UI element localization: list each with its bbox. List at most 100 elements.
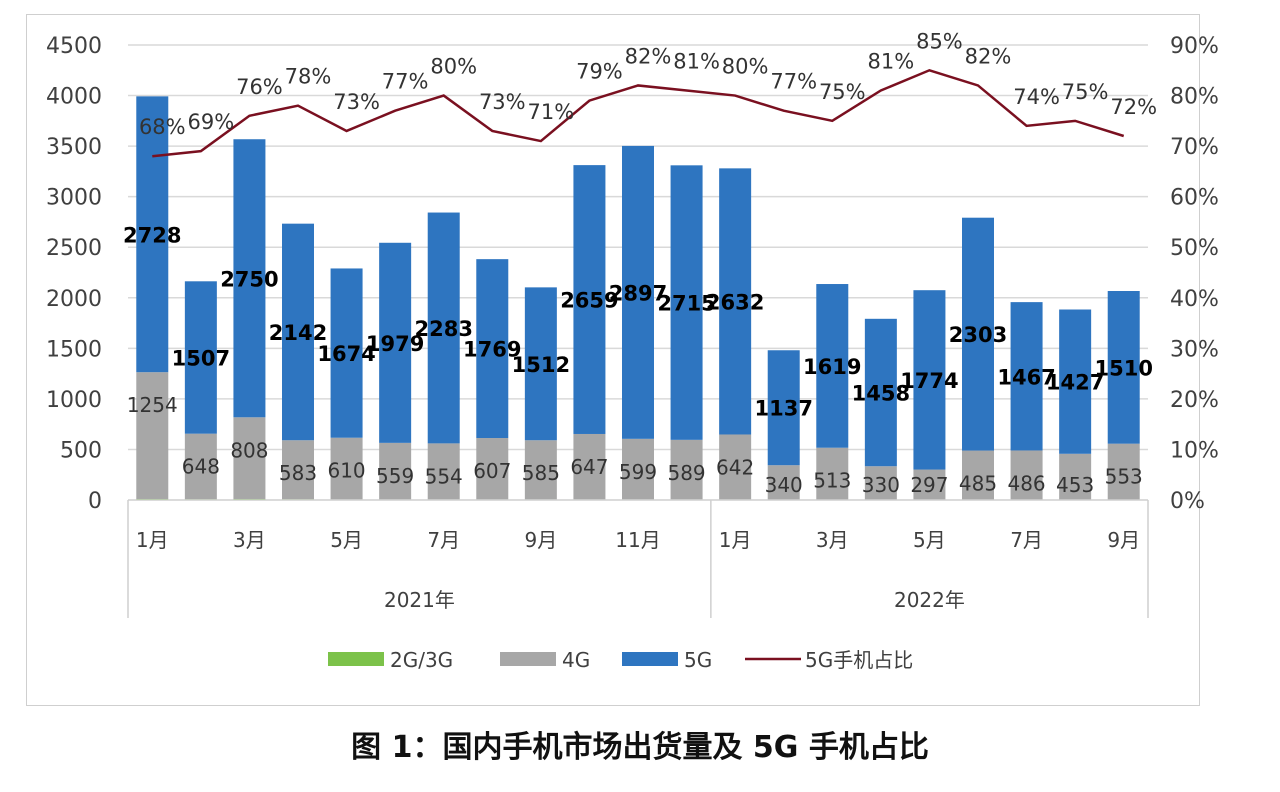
label-5g: 1427: [1046, 371, 1104, 395]
label-5g: 1137: [754, 397, 812, 421]
bar-5g: [379, 242, 412, 443]
bar-5g: [864, 318, 897, 467]
label-4g: 486: [1007, 471, 1045, 495]
right-axis-tick: 60%: [1170, 186, 1219, 211]
label-share: 85%: [916, 29, 963, 53]
bar-5g: [962, 217, 994, 451]
left-axis-tick: 3000: [46, 186, 102, 211]
label-share: 77%: [382, 70, 429, 94]
x-axis-tick: 11月: [615, 528, 660, 552]
bar-4g: [1107, 443, 1140, 500]
right-axis-tick: 50%: [1170, 236, 1219, 261]
bar-5g: [670, 165, 703, 440]
label-4g: 559: [376, 464, 414, 488]
label-share: 73%: [479, 90, 526, 114]
label-share: 80%: [722, 55, 769, 79]
label-4g: 513: [813, 469, 851, 493]
bar-labels: 1254 2728 648 1507 808 2750 583 2142 610 1674 559 1…: [123, 223, 1153, 497]
label-5g: 1458: [852, 382, 910, 406]
label-4g: 585: [522, 461, 560, 485]
legend-swatch-5g: [622, 652, 678, 666]
label-4g: 1254: [127, 393, 178, 417]
label-share: 76%: [236, 75, 283, 99]
left-axis-tick: 4500: [46, 34, 102, 59]
label-4g: 642: [716, 455, 754, 479]
bar-5g: [719, 168, 752, 435]
bar-4g: [524, 440, 557, 500]
label-share: 72%: [1110, 95, 1157, 119]
bar-5g: [233, 139, 266, 418]
right-axis-tick: 40%: [1170, 287, 1219, 312]
bar-4g: [184, 433, 217, 500]
bar-4g: [476, 438, 509, 500]
bar-4g: [379, 442, 412, 500]
bar-4g: [427, 443, 460, 500]
bar-4g: [670, 439, 703, 500]
bars: [136, 96, 1140, 500]
label-share: 69%: [188, 110, 235, 134]
bar-4g: [719, 434, 752, 500]
left-axis-tick: 1000: [46, 388, 102, 413]
label-share: 74%: [1013, 85, 1060, 109]
bar-4g: [1059, 453, 1092, 500]
label-4g: 610: [327, 459, 365, 483]
year-group-label: 2022年: [894, 588, 965, 612]
label-4g: 599: [619, 460, 657, 484]
label-5g: 1510: [1094, 356, 1152, 380]
label-5g: 1674: [317, 342, 375, 366]
x-axis-tick: 1月: [136, 528, 169, 552]
share-polyline: [152, 68, 1125, 158]
right-axis-tick: 0%: [1170, 489, 1205, 514]
left-axis: 0 500 1000 1500 2000 2500 3000 3500 4000 4500: [46, 34, 102, 514]
x-axis-tick: 1月: [719, 528, 752, 552]
bar-4g: [816, 447, 849, 500]
bar-4g: [282, 440, 314, 500]
right-axis-tick: 20%: [1170, 388, 1219, 413]
label-share: 81%: [868, 50, 915, 74]
label-5g: 1507: [172, 346, 230, 370]
x-axis-tick: 7月: [427, 528, 460, 552]
bar-5g: [1010, 302, 1043, 451]
bar-5g: [330, 268, 363, 438]
bar-4g: [573, 433, 606, 500]
left-axis-tick: 1500: [46, 337, 102, 362]
label-5g: 1979: [366, 332, 424, 356]
left-axis-tick: 2500: [46, 236, 102, 261]
chart-frame: [26, 14, 1200, 706]
bar-5g: [816, 284, 849, 448]
right-axis-tick: 70%: [1170, 135, 1219, 160]
year-group-label: 2021年: [384, 588, 455, 612]
left-axis-tick: 500: [60, 438, 102, 463]
label-4g: 340: [765, 473, 803, 497]
bar-5g: [184, 281, 217, 434]
x-axis-tick: 9月: [1107, 528, 1140, 552]
x-axis-tick: 5月: [330, 528, 363, 552]
x-axis-tick: 3月: [233, 528, 266, 552]
legend-label: 5G: [684, 648, 712, 672]
x-axis-tick: 3月: [816, 528, 849, 552]
label-5g: 2632: [706, 290, 764, 314]
legend-label: 5G手机占比: [805, 648, 913, 672]
label-5g: 1774: [900, 369, 958, 393]
bar-5g: [524, 287, 557, 441]
label-5g: 1619: [803, 355, 861, 379]
x-axis-tick: 5月: [913, 528, 946, 552]
legend-swatch-2g3g: [328, 652, 384, 666]
x-axis: 1月 3月 5月 7月 9月 11月 1月 3月 5月 7月 9月 2021年 2022年: [127, 499, 1149, 618]
figure-caption: 图 1：国内手机市场出货量及 5G 手机占比: [351, 730, 929, 765]
label-4g: 589: [667, 461, 705, 485]
bar-4g: [136, 372, 169, 499]
label-4g: 297: [910, 473, 948, 497]
label-4g: 808: [230, 438, 268, 462]
label-share: 80%: [430, 55, 477, 79]
label-share: 73%: [333, 90, 380, 114]
bar-5g: [136, 96, 169, 373]
right-axis-tick: 90%: [1170, 34, 1219, 59]
label-5g: 1769: [463, 338, 521, 362]
label-share: 82%: [965, 44, 1012, 68]
bar-5g: [573, 165, 606, 434]
bar-4g: [233, 417, 266, 499]
share-line: 68% 69%76% 78%73%77%80%73% 71%79%82% 81% 80%7…: [139, 29, 1157, 158]
right-axis-tick: 30%: [1170, 337, 1219, 362]
left-axis-tick: 2000: [46, 287, 102, 312]
